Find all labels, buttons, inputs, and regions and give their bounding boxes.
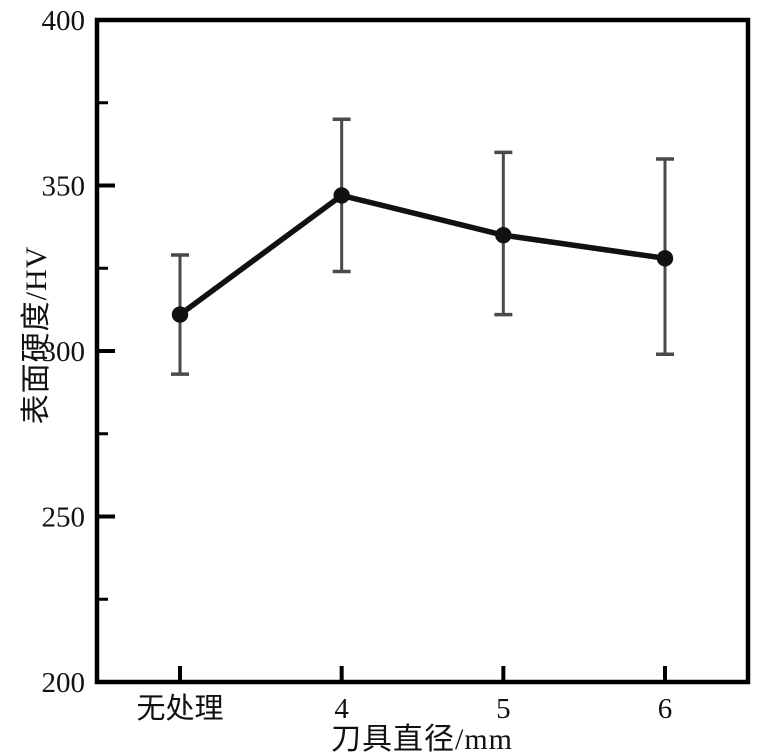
series-line	[177, 192, 668, 318]
y-axis-title: 表面硬度/HV	[20, 245, 53, 425]
x-axis-title: 刀具直径/mm	[330, 723, 514, 756]
y-tick-label: 250	[42, 502, 86, 534]
y-tick-label: 300	[42, 336, 86, 368]
data-point-marker	[495, 226, 512, 244]
y-tick-label: 400	[42, 5, 86, 37]
x-tick-label: 4	[334, 693, 349, 725]
data-point-marker	[333, 187, 350, 204]
x-tick-label: 6	[658, 693, 673, 725]
x-tick-label: 无处理	[136, 692, 223, 725]
data-point-marker	[656, 250, 674, 267]
y-tick-label: 200	[42, 667, 86, 699]
plot-frame	[94, 17, 751, 685]
y-tick-label: 350	[42, 171, 86, 203]
x-tick-label: 5	[496, 693, 511, 725]
data-point-marker	[171, 306, 189, 323]
